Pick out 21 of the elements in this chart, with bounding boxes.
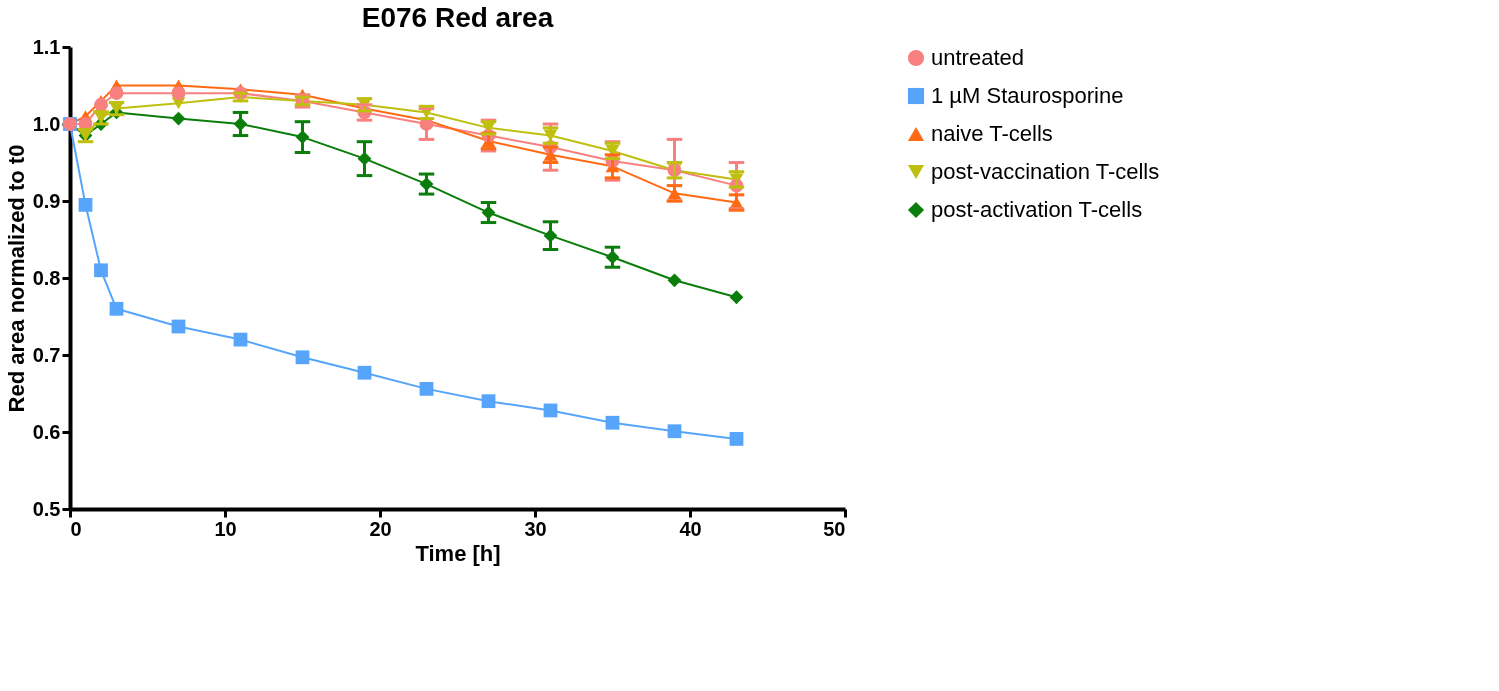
y-tick-label: 1.1 [32, 35, 61, 58]
x-axis-title: Time [h] [415, 540, 501, 566]
x-tick-label: 40 [679, 517, 702, 540]
x-tick-label: 30 [524, 517, 547, 540]
y-tick-label: 0.5 [32, 497, 61, 520]
legend-label: 1 µM Staurosporine [931, 83, 1124, 108]
y-tick-label: 0.8 [32, 266, 61, 289]
y-tick-label: 0.7 [32, 343, 61, 366]
y-tick-label: 0.9 [32, 189, 61, 212]
chart-title: E076 Red area [361, 2, 554, 33]
y-tick-label: 1.0 [32, 112, 61, 135]
x-tick-label: 20 [369, 517, 392, 540]
x-tick-label: 0 [70, 517, 82, 540]
legend-label: post-vaccination T-cells [931, 159, 1160, 184]
legend-label: untreated [931, 45, 1024, 70]
legend-label: naive T-cells [931, 121, 1053, 146]
legend-label: post-activation T-cells [931, 197, 1143, 222]
y-tick-label: 0.6 [32, 420, 61, 443]
x-tick-label: 50 [823, 517, 846, 540]
x-tick-label: 10 [214, 517, 237, 540]
y-axis-title: Red area normalized to t0 [3, 144, 29, 413]
